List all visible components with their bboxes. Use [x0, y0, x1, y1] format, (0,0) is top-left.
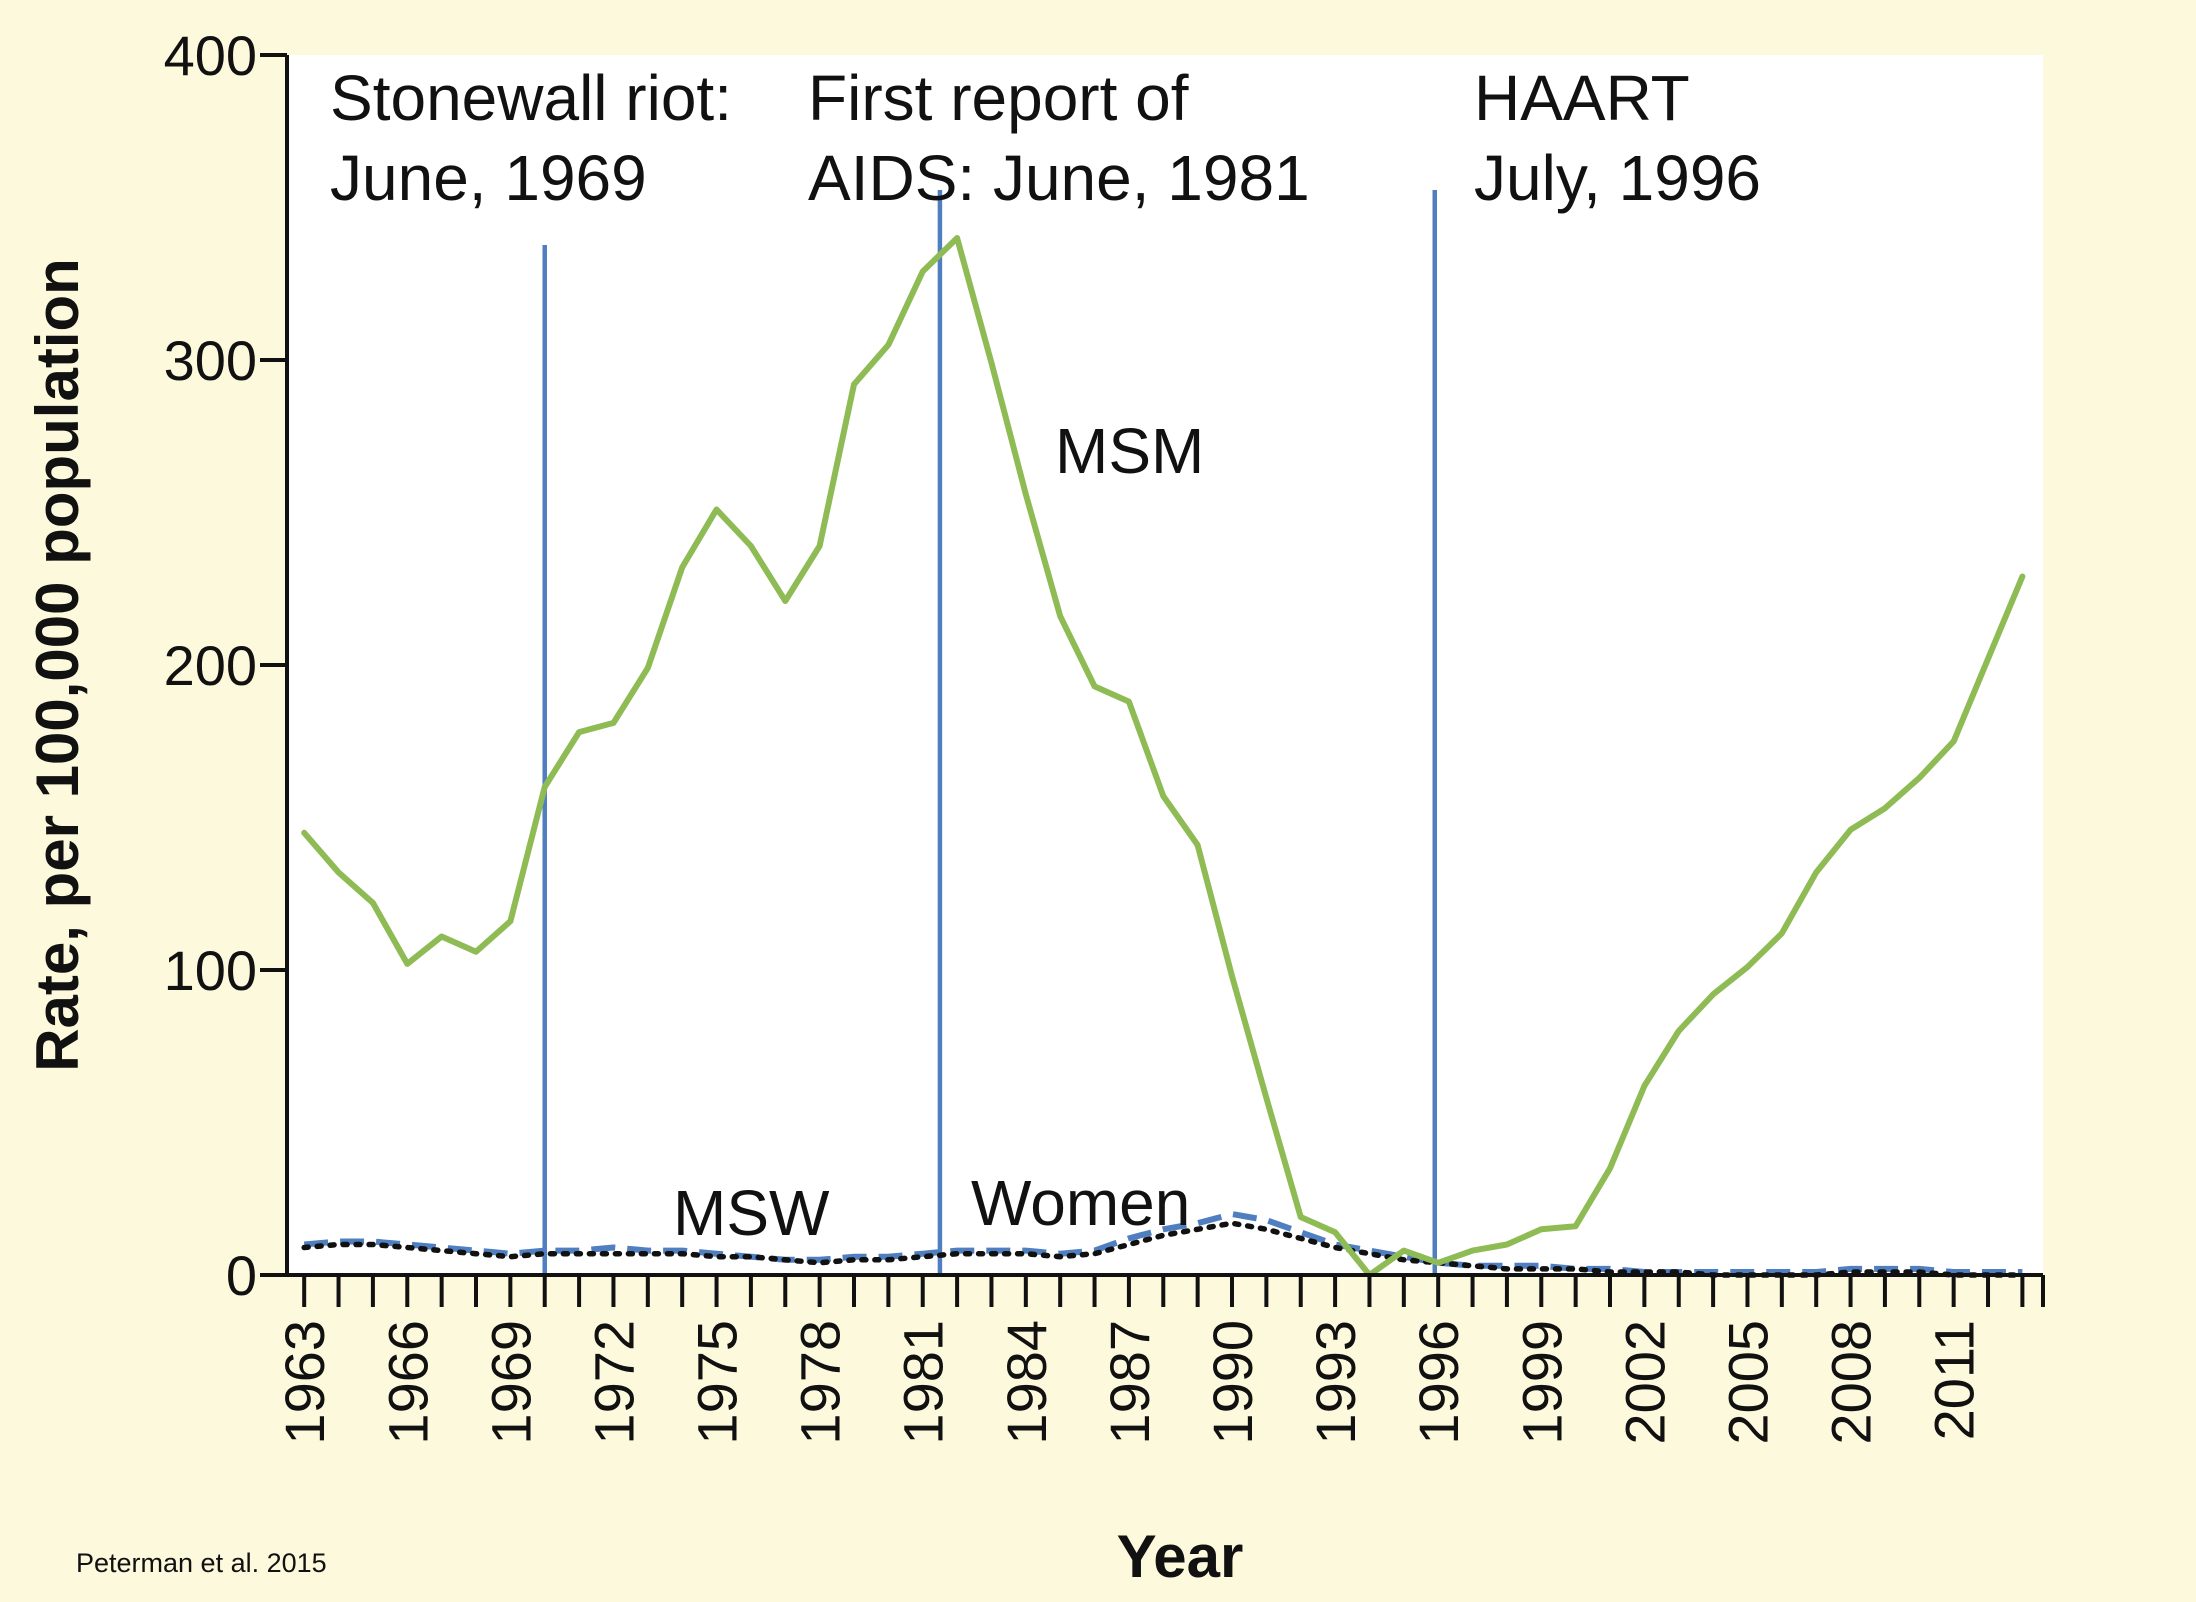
event-label-2-line1: First report of [808, 62, 1189, 134]
x-tick-label: 1981 [892, 1320, 955, 1445]
axes: 0 100 200 300 400 1963 1966 1969 1972 1975 1978 198… [164, 24, 2045, 1445]
y-tick-label: 0 [226, 1244, 257, 1307]
event-annotations: Stonewall riot: June, 1969 First report of… [330, 62, 1761, 214]
x-tick-label: 1963 [273, 1320, 336, 1445]
y-tick-label: 300 [164, 329, 257, 392]
y-tick-label: 100 [164, 939, 257, 1002]
source-citation: Peterman et al. 2015 [76, 1548, 327, 1578]
event-label-1-line2: June, 1969 [330, 142, 647, 214]
y-tick-label: 400 [164, 24, 257, 87]
x-tick-label: 1969 [479, 1320, 542, 1445]
x-tick-label: 1975 [686, 1320, 749, 1445]
series-labels: MSM MSW Women [673, 415, 1204, 1249]
event-label-3-line2: July, 1996 [1474, 142, 1761, 214]
x-axis-title: Year [1117, 1523, 1244, 1590]
series-label-msm: MSM [1055, 415, 1204, 487]
x-tick-label: 1990 [1201, 1320, 1264, 1445]
x-tick-label: 1984 [995, 1320, 1058, 1445]
x-tick-label: 2011 [1923, 1320, 1986, 1440]
plot-area [287, 55, 2043, 1275]
x-tick-label: 1996 [1407, 1320, 1470, 1445]
event-label-2-line2: AIDS: June, 1981 [808, 142, 1310, 214]
x-tick-label: 1999 [1510, 1320, 1573, 1445]
x-tick-label: 2008 [1820, 1320, 1883, 1445]
series-label-women: Women [971, 1167, 1190, 1239]
x-tick-label: 1972 [582, 1320, 645, 1445]
event-lines [542, 190, 1438, 1275]
series-label-msw: MSW [673, 1177, 830, 1249]
event-label-1-line1: Stonewall riot: [330, 62, 732, 134]
x-tick-label: 1978 [789, 1320, 852, 1445]
x-tick-label: 2005 [1716, 1320, 1779, 1445]
x-tick-label: 2002 [1613, 1320, 1676, 1445]
x-tick-label: 1987 [1098, 1320, 1161, 1445]
y-tick-label: 200 [164, 634, 257, 697]
series-line-msw [303, 1211, 2023, 1275]
x-tick-label: 1966 [376, 1320, 439, 1445]
y-axis-title: Rate, per 100,000 population [24, 258, 91, 1072]
x-tick-label: 1993 [1304, 1320, 1367, 1445]
event-label-3-line1: HAART [1474, 62, 1690, 134]
series-line-msm [301, 235, 2026, 1278]
